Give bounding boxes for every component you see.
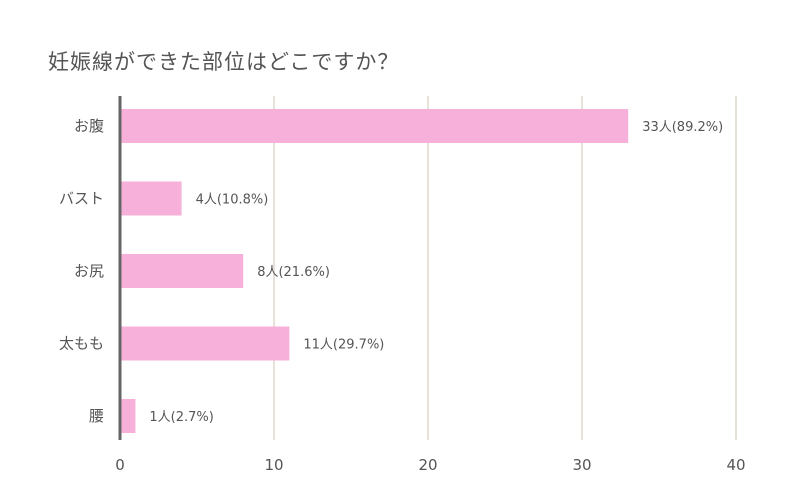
category-label: お尻 [74, 262, 104, 280]
data-label: 33人(89.2%) [642, 120, 723, 135]
category-label: バスト [59, 190, 104, 208]
data-label: 4人(10.8%) [196, 193, 269, 208]
data-label: 11人(29.7%) [303, 338, 384, 353]
chart-title: 妊娠線ができた部位はどこですか？ [48, 50, 400, 74]
bar [120, 109, 629, 143]
grid-lines [273, 96, 737, 440]
category-label: お腹 [74, 117, 104, 135]
x-tick-label: 40 [726, 456, 745, 474]
bar [120, 399, 136, 433]
bars [120, 109, 629, 433]
x-tick-label: 0 [115, 456, 125, 474]
labels: 0 10 20 30 40 お腹 33人(89.2%) バスト 4人(10.8%) お尻 8人(21… [59, 117, 746, 474]
bar [120, 181, 182, 216]
x-tick-label: 10 [264, 456, 283, 474]
category-label: 太もも [59, 335, 104, 353]
data-label: 8人(21.6%) [257, 265, 330, 280]
category-label: 腰 [89, 407, 104, 425]
x-tick-label: 20 [418, 456, 437, 474]
bar [120, 254, 244, 288]
bar [120, 326, 290, 361]
data-label: 1人(2.7%) [149, 410, 213, 425]
x-tick-label: 30 [572, 456, 591, 474]
